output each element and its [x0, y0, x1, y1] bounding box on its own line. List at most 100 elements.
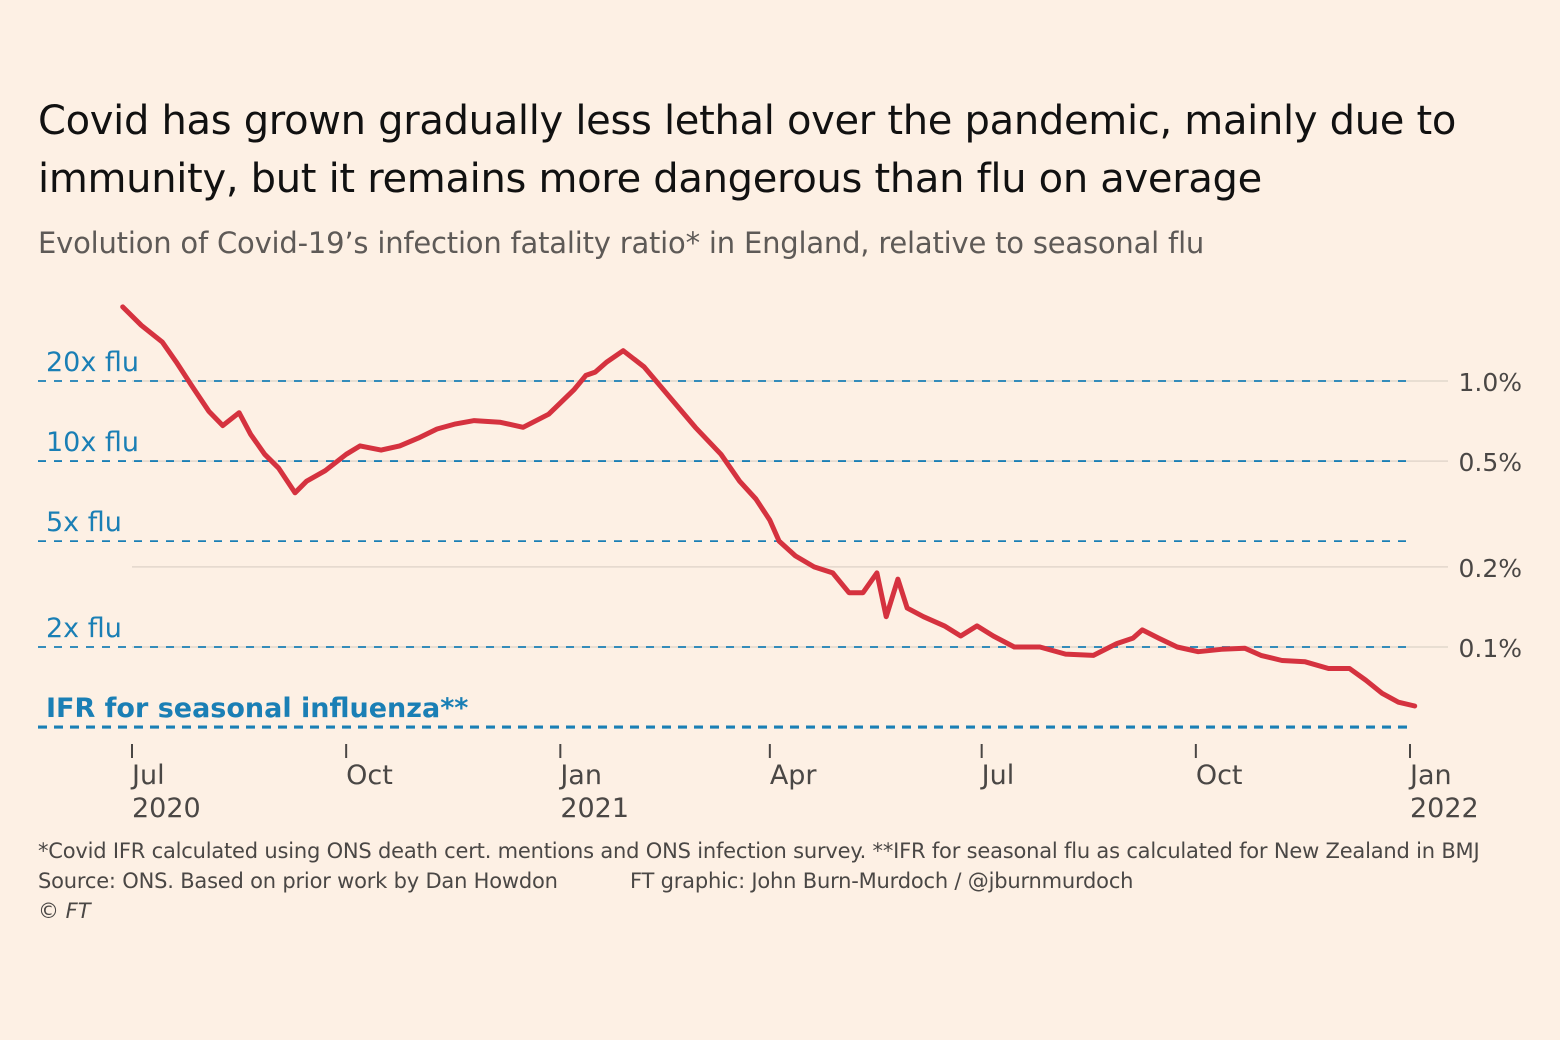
graphic-credit: FT graphic: John Burn-Murdoch / @jburnmu… [630, 869, 1134, 893]
reference-label: 20x flu [46, 347, 139, 378]
data-point [1328, 668, 1329, 669]
data-point [1013, 646, 1015, 648]
data-point [324, 470, 326, 472]
source-note: Source: ONS. Based on prior work by Dan … [38, 869, 558, 893]
data-point [208, 410, 210, 412]
data-point [436, 428, 438, 430]
reference-label: 5x flu [46, 507, 122, 538]
data-point [832, 572, 834, 574]
reference-label: IFR for seasonal influenza** [46, 693, 468, 724]
data-point [1039, 646, 1041, 648]
reference-label: 2x flu [46, 613, 122, 644]
x-tick-label: Oct [1196, 760, 1243, 791]
data-point [622, 350, 624, 352]
x-tick-label: Jul [980, 760, 1015, 791]
data-point [739, 480, 741, 482]
data-point [897, 578, 899, 580]
reference-label: 10x flu [46, 427, 139, 458]
data-point [669, 396, 671, 398]
y-tick-label: 0.2% [1458, 554, 1522, 583]
data-point [1365, 679, 1367, 681]
data-point [573, 388, 575, 390]
data-point [306, 480, 308, 482]
data-point [960, 635, 962, 637]
data-point [794, 555, 796, 557]
data-point [238, 412, 240, 414]
data-point [606, 361, 608, 363]
data-point [1397, 701, 1399, 703]
data-point [417, 437, 419, 439]
footnote: *Covid IFR calculated using ONS death ce… [38, 839, 1480, 863]
data-point [1220, 648, 1222, 650]
data-point [278, 467, 280, 469]
data-point [906, 607, 908, 609]
chart-subtitle: Evolution of Covid-19’s infection fatali… [38, 226, 1205, 260]
data-point [264, 453, 266, 455]
reference-lines: 20x flu 10x flu 5x flu 2x flu IFR for season… [38, 343, 1410, 729]
data-point [175, 361, 177, 363]
data-point [778, 540, 780, 542]
data-point [473, 420, 475, 422]
data-point [769, 519, 771, 521]
data-point [1116, 643, 1118, 645]
data-point [1349, 668, 1350, 669]
x-tick-label: Jan [1408, 760, 1452, 791]
data-point [250, 433, 252, 435]
data-point [192, 386, 193, 388]
data-point [359, 445, 361, 447]
data-point [1260, 654, 1262, 656]
x-tick-label: Oct [346, 760, 393, 791]
data-point [1414, 705, 1416, 707]
data-point [885, 616, 887, 618]
data-point [923, 616, 924, 618]
y-tick-label: 1.0% [1458, 368, 1522, 397]
x-tick-year-label: 2021 [560, 793, 629, 824]
data-point [643, 366, 645, 368]
data-point [594, 371, 596, 373]
y-tick-label: 0.1% [1458, 634, 1522, 663]
series-layer [120, 304, 1418, 709]
data-point [122, 306, 124, 308]
data-point [943, 625, 945, 627]
x-tick-year-label: 2022 [1410, 793, 1479, 824]
data-point [294, 492, 296, 494]
data-point [862, 592, 864, 594]
data-point [345, 453, 347, 455]
data-point [1381, 692, 1383, 694]
data-point [876, 572, 878, 574]
data-point [1092, 654, 1094, 656]
data-point [399, 445, 401, 447]
data-point [813, 566, 815, 568]
data-point [1281, 660, 1283, 661]
chart-title: Covid has grown gradually less lethal ov… [38, 98, 1457, 202]
data-point [161, 341, 163, 343]
data-point [720, 453, 722, 455]
x-tick-year-label: 2020 [132, 793, 201, 824]
data-point [694, 426, 696, 428]
data-point [585, 374, 587, 376]
data-point [1158, 637, 1160, 639]
copyright: © FT [38, 899, 91, 923]
data-point [140, 324, 142, 326]
x-tick-label: Jul [130, 760, 165, 791]
data-point [976, 625, 978, 627]
data-point [1176, 646, 1178, 648]
data-point [1065, 653, 1066, 655]
data-point [1304, 661, 1306, 663]
data-point [222, 425, 224, 427]
data-point [992, 635, 994, 637]
data-point [1132, 637, 1134, 639]
data-point [455, 423, 457, 425]
y-axis: 1.0% 0.5% 0.2% 0.1% [1458, 368, 1522, 663]
data-point [499, 421, 501, 423]
data-point [1197, 651, 1199, 653]
y-tick-label: 0.5% [1458, 448, 1522, 477]
x-tick-label: Apr [770, 760, 818, 791]
data-point [848, 592, 850, 594]
data-point [380, 449, 382, 451]
data-point [522, 426, 524, 428]
x-tick-label: Jan [558, 760, 602, 791]
